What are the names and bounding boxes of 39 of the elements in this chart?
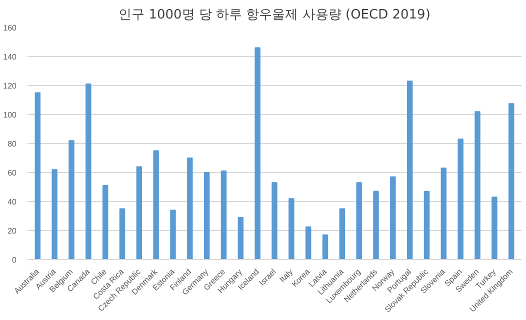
y-tick-label: 140 (3, 52, 18, 62)
bar (68, 140, 74, 260)
bar (406, 80, 413, 260)
bar (170, 210, 176, 260)
chart-title: 인구 1000명 당 하루 항우울제 사용량 (OECD 2019) (118, 8, 430, 22)
bar (424, 190, 430, 260)
bar (153, 150, 159, 260)
y-tick-label: 20 (8, 226, 18, 236)
bar (458, 138, 464, 260)
bar (440, 168, 447, 260)
bar (52, 169, 58, 260)
bar (86, 84, 92, 260)
y-tick-label: 0 (12, 256, 18, 264)
bar (339, 208, 346, 260)
bar (492, 196, 498, 260)
bar (288, 198, 294, 260)
bar (272, 182, 278, 260)
bar (373, 190, 379, 260)
y-tick-label: 60 (8, 168, 18, 178)
bar (220, 170, 227, 260)
y-tick-label: 160 (3, 24, 18, 32)
y-tick-label: 40 (8, 198, 18, 206)
bar (508, 103, 514, 260)
bar (305, 226, 312, 260)
bar (474, 111, 480, 260)
y-tick-label: 120 (3, 82, 18, 90)
bar (102, 185, 108, 260)
bar (390, 176, 396, 260)
bar (322, 234, 328, 260)
bar (136, 166, 142, 260)
bar (187, 158, 193, 260)
bar (119, 208, 126, 260)
bar (238, 216, 244, 260)
bar (34, 92, 41, 260)
bar (254, 47, 260, 260)
y-tick-label: 80 (8, 140, 18, 148)
bar (204, 172, 210, 260)
bar (356, 182, 362, 260)
y-tick-label: 100 (3, 110, 18, 120)
